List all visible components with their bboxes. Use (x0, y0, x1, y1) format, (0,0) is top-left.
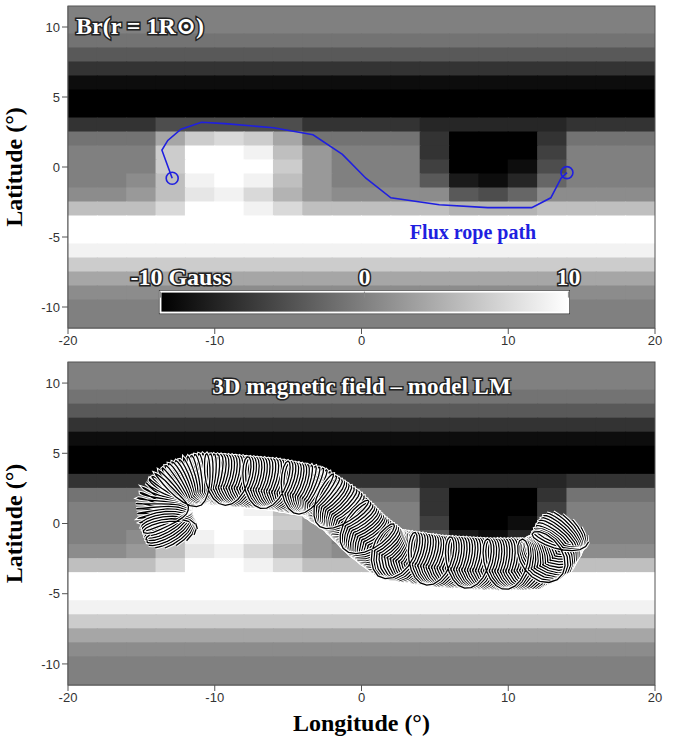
svg-text:-10: -10 (41, 657, 60, 672)
svg-text:10: 10 (46, 20, 60, 35)
svg-text:-5: -5 (48, 230, 60, 245)
svg-text:0: 0 (358, 333, 365, 348)
svg-text:10: 10 (46, 376, 60, 391)
svg-text:20: 20 (648, 690, 662, 705)
svg-text:-20: -20 (59, 333, 78, 348)
svg-text:Latitude (°): Latitude (°) (1, 107, 27, 227)
svg-text:3D magnetic field – model LM: 3D magnetic field – model LM (212, 374, 511, 399)
svg-text:0: 0 (53, 516, 60, 531)
svg-text:-10: -10 (41, 300, 60, 315)
svg-text:5: 5 (53, 90, 60, 105)
svg-text:Latitude (°): Latitude (°) (1, 464, 27, 584)
svg-text:Br(r = 1R⊙): Br(r = 1R⊙) (76, 13, 204, 39)
svg-text:10: 10 (556, 264, 580, 290)
svg-text:-20: -20 (59, 690, 78, 705)
svg-text:10: 10 (501, 690, 515, 705)
svg-text:-10: -10 (205, 333, 224, 348)
svg-text:10: 10 (501, 333, 515, 348)
svg-text:0: 0 (358, 690, 365, 705)
svg-text:-10 Gauss: -10 Gauss (130, 264, 231, 290)
svg-text:-5: -5 (48, 586, 60, 601)
svg-text:0: 0 (358, 264, 370, 290)
svg-text:5: 5 (53, 446, 60, 461)
svg-text:20: 20 (648, 333, 662, 348)
svg-text:Longitude (°): Longitude (°) (293, 710, 430, 736)
svg-text:Flux rope path: Flux rope path (410, 221, 536, 244)
svg-text:0: 0 (53, 160, 60, 175)
svg-text:-10: -10 (205, 690, 224, 705)
